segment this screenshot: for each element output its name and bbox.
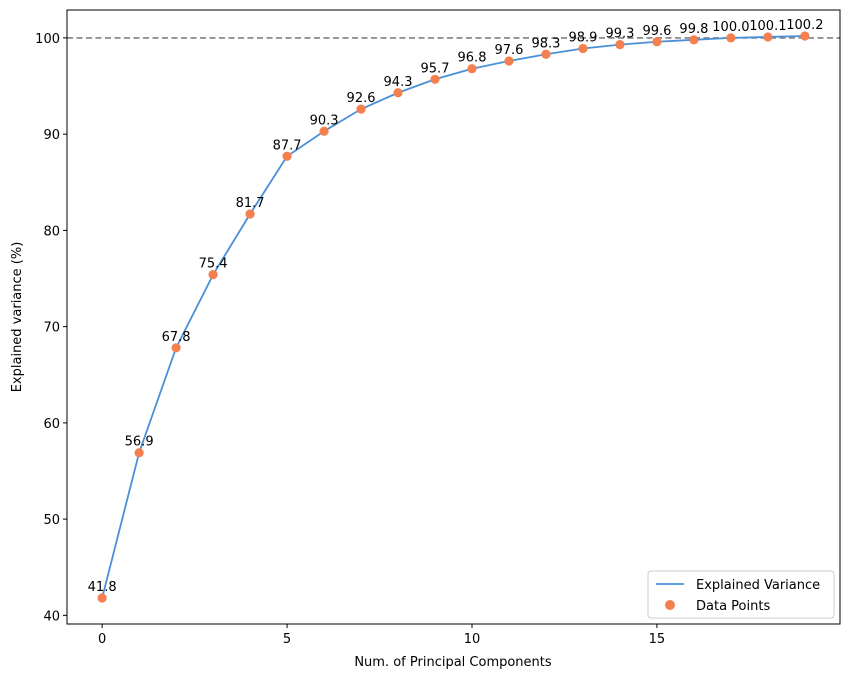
data-label: 99.3 — [605, 27, 634, 42]
data-point — [430, 74, 440, 84]
data-point — [97, 593, 107, 603]
x-tick-label: 15 — [649, 632, 666, 647]
x-tick-label: 10 — [464, 632, 481, 647]
legend-label-explained-variance: Explained Variance — [696, 578, 820, 593]
data-point — [578, 43, 588, 54]
x-tick-label: 5 — [283, 632, 291, 647]
data-label: 92.6 — [347, 91, 376, 106]
x-axis-label: Num. of Principal Components — [354, 655, 552, 670]
y-tick-label: 50 — [43, 513, 60, 528]
plot-area: 41.8 56.9 67.8 75.4 81.7 87.7 90.3 92.6 94.3 95.7… — [67, 18, 840, 603]
y-axis-label: Explained variance (%) — [10, 242, 25, 393]
y-tick-label: 80 — [43, 224, 60, 239]
y-tick-label: 70 — [43, 321, 60, 336]
y-tick-label: 60 — [43, 417, 60, 432]
legend: Explained Variance Data Points — [647, 570, 835, 619]
data-label: 90.3 — [310, 113, 339, 128]
legend-label-data-points: Data Points — [696, 599, 770, 614]
axes-frame — [66, 9, 841, 625]
legend-box — [647, 570, 835, 619]
data-label: 94.3 — [384, 75, 413, 90]
data-label: 99.6 — [642, 24, 671, 39]
data-point — [541, 49, 551, 59]
data-label: 100.1 — [749, 19, 786, 34]
data-label: 100.0 — [712, 20, 749, 35]
axis-ticks: 0 5 10 15 40 50 60 70 80 90 100 — [35, 32, 665, 647]
data-point — [393, 88, 403, 98]
data-label: 98.3 — [531, 36, 560, 51]
data-point — [245, 209, 255, 219]
data-label: 99.8 — [679, 22, 708, 37]
series-line-explained-variance — [101, 35, 805, 599]
data-point — [763, 32, 773, 42]
data-point — [134, 448, 144, 458]
y-tick-label: 40 — [43, 609, 60, 624]
data-label: 67.8 — [162, 330, 191, 345]
data-label: 95.7 — [421, 61, 450, 76]
data-label: 100.2 — [786, 18, 823, 33]
data-point — [319, 126, 329, 136]
data-label: 75.4 — [199, 257, 228, 272]
data-point — [652, 37, 662, 47]
data-point — [504, 56, 514, 66]
data-point — [208, 270, 218, 280]
data-label: 81.7 — [236, 196, 265, 211]
data-label: 96.8 — [458, 51, 487, 66]
data-point — [171, 343, 181, 353]
data-label: 56.9 — [125, 435, 154, 450]
data-point — [467, 64, 477, 74]
data-point — [726, 33, 736, 43]
data-label: 98.9 — [568, 30, 597, 45]
y-tick-label: 90 — [43, 128, 60, 143]
data-label: 97.6 — [495, 43, 524, 58]
legend-marker-swatch — [665, 600, 675, 610]
y-tick-label: 100 — [35, 32, 60, 47]
data-label: 87.7 — [273, 138, 302, 153]
data-point — [282, 151, 292, 161]
data-point — [800, 31, 810, 41]
data-point — [356, 104, 366, 114]
data-label: 41.8 — [88, 580, 117, 595]
data-point — [689, 35, 699, 45]
x-tick-label: 0 — [98, 632, 106, 647]
data-point — [615, 40, 625, 50]
